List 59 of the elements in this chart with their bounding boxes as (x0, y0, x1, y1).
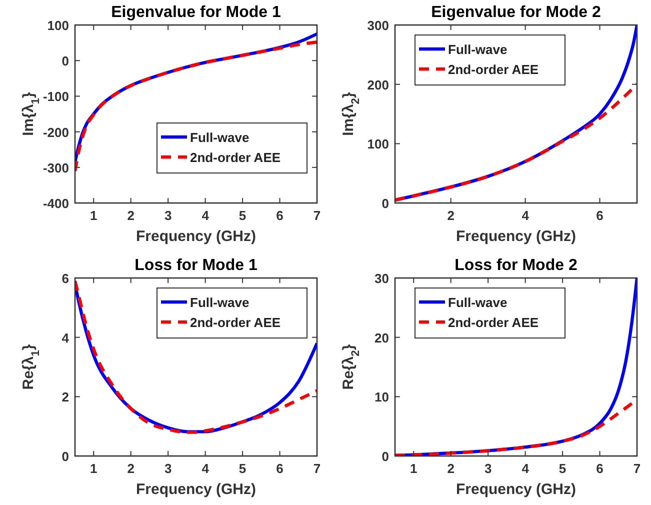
x-tick-label: 1 (410, 461, 418, 476)
x-axis-title: Frequency (GHz) (136, 481, 256, 498)
x-tick-label: 3 (164, 208, 172, 223)
x-tick-label: 5 (238, 461, 246, 476)
y-tick-label: 6 (62, 271, 69, 286)
x-tick-label: 3 (484, 461, 492, 476)
legend-label: 2nd-order AEE (190, 150, 281, 165)
y-tick-label: -100 (42, 89, 69, 104)
y-tick-label: 100 (367, 136, 389, 152)
y-tick-label: 20 (374, 330, 389, 346)
x-tick-label: 2 (447, 461, 454, 476)
x-tick-label: 4 (202, 461, 210, 476)
chart-title: Eigenvalue for Mode 2 (431, 4, 602, 21)
y-tick-label: 200 (367, 77, 389, 92)
line-series (395, 82, 637, 202)
x-tick-label: 7 (313, 461, 321, 476)
legend-label: Full-wave (448, 295, 508, 310)
y-tick-label: -200 (42, 124, 69, 140)
x-axis-title: Frequency (GHz) (136, 228, 256, 245)
x-tick-label: 6 (276, 461, 284, 476)
y-tick-label: -400 (42, 196, 69, 211)
y-tick-label: 2 (62, 390, 69, 405)
x-axis-title: Frequency (GHz) (456, 228, 576, 245)
x-tick-label: 4 (522, 461, 530, 476)
y-tick-label: 4 (62, 330, 70, 346)
legend-label: 2nd-order AEE (190, 315, 281, 330)
legend-label: 2nd-order AEE (448, 315, 539, 330)
x-tick-label: 4 (202, 208, 210, 223)
y-tick-label: 100 (47, 18, 69, 33)
y-tick-label: 10 (374, 390, 389, 405)
x-tick-label: 1 (90, 461, 98, 476)
x-tick-label: 2 (127, 461, 134, 476)
x-tick-label: 2 (447, 208, 454, 223)
x-tick-label: 6 (276, 208, 284, 223)
y-tick-label: 0 (62, 54, 69, 69)
x-tick-label: 4 (522, 208, 530, 223)
legend-label: 2nd-order AEE (448, 62, 539, 77)
y-tick-label: 0 (62, 449, 69, 464)
x-tick-label: 7 (633, 461, 641, 476)
legend-label: Full-wave (448, 42, 508, 57)
x-tick-label: 7 (313, 208, 321, 223)
x-tick-label: 6 (596, 461, 604, 476)
legend-label: Full-wave (190, 130, 250, 145)
y-tick-label: 300 (367, 18, 389, 33)
chart-title: Loss for Mode 2 (454, 257, 578, 274)
chart-title: Eigenvalue for Mode 1 (111, 4, 282, 21)
y-tick-label: 30 (374, 271, 389, 286)
x-tick-label: 5 (558, 461, 566, 476)
y-tick-label: 0 (382, 449, 389, 464)
x-tick-label: 5 (238, 208, 246, 223)
x-tick-label: 3 (164, 461, 172, 476)
chart-title: Loss for Mode 1 (134, 257, 258, 274)
y-tick-label: 0 (382, 196, 389, 211)
x-tick-label: 1 (90, 208, 98, 223)
legend-label: Full-wave (190, 295, 250, 310)
x-tick-label: 2 (127, 208, 134, 223)
x-axis-title: Frequency (GHz) (456, 481, 576, 498)
x-tick-label: 6 (596, 208, 604, 223)
y-tick-label: -300 (42, 160, 69, 176)
